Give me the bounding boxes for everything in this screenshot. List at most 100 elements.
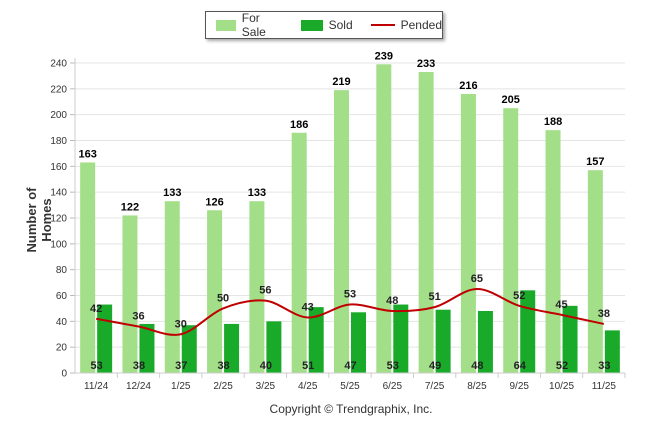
x-tick-label-10: 9/25 — [509, 381, 529, 392]
y-tick-label-160: 160 — [50, 162, 67, 173]
y-tick-label-180: 180 — [50, 136, 67, 147]
label-sold-11: 52 — [556, 360, 568, 372]
bar-sold-12[interactable] — [604, 330, 620, 373]
bar-sold-1[interactable] — [139, 323, 155, 373]
label-for-sale-8: 233 — [417, 58, 435, 70]
label-for-sale-0: 163 — [78, 148, 96, 160]
label-pended-6: 53 — [344, 289, 356, 301]
y-tick-label-100: 100 — [50, 239, 67, 250]
label-pended-4: 56 — [259, 285, 271, 297]
data-labels: 163 53 122 38 133 37 126 38 133 40 186 51 219 47 239 53… — [78, 50, 610, 372]
bar-sold-9[interactable] — [477, 311, 493, 373]
bar-for-sale-9[interactable] — [460, 94, 476, 373]
label-for-sale-10: 205 — [502, 94, 520, 106]
x-tick-label-7: 6/25 — [383, 381, 403, 392]
x-tick-label-9: 8/25 — [467, 381, 487, 392]
label-sold-10: 64 — [514, 360, 527, 372]
bar-sold-7[interactable] — [393, 304, 409, 373]
bar-sold-3[interactable] — [224, 323, 240, 373]
label-sold-9: 48 — [471, 360, 483, 372]
legend-item-for-sale[interactable]: For Sale — [216, 11, 283, 39]
grid-layer — [75, 62, 625, 374]
bar-for-sale-1[interactable] — [122, 215, 138, 373]
x-tick-label-12: 11/25 — [592, 381, 617, 392]
label-for-sale-2: 133 — [163, 187, 181, 199]
bar-sold-10[interactable] — [520, 290, 536, 373]
y-tick-label-40: 40 — [56, 317, 68, 328]
label-pended-10: 52 — [513, 290, 525, 302]
bar-for-sale-0[interactable] — [80, 162, 96, 373]
bar-for-sale-2[interactable] — [164, 201, 180, 373]
legend-swatch-sold — [300, 19, 323, 31]
x-tick-label-6: 5/25 — [340, 381, 360, 392]
label-pended-12: 38 — [598, 308, 610, 320]
label-pended-0: 42 — [90, 303, 102, 315]
legend-item-sold[interactable]: Sold — [300, 18, 353, 32]
label-for-sale-7: 239 — [375, 50, 393, 62]
label-sold-0: 53 — [91, 360, 103, 372]
y-tick-label-140: 140 — [50, 188, 67, 199]
label-for-sale-12: 157 — [586, 156, 604, 168]
bar-sold-6[interactable] — [351, 312, 366, 373]
bar-for-sale-10[interactable] — [503, 108, 519, 373]
y-axis-label: Number of Homes — [24, 187, 54, 253]
legend: For Sale Sold Pended — [205, 11, 443, 39]
y-tick-label-200: 200 — [50, 110, 67, 121]
label-for-sale-4: 133 — [248, 187, 266, 199]
bar-sold-11[interactable] — [562, 305, 578, 373]
y-tick-label-0: 0 — [61, 369, 67, 380]
y-tick-label-240: 240 — [50, 59, 67, 70]
legend-item-pended[interactable]: Pended — [370, 18, 442, 32]
bar-for-sale-11[interactable] — [545, 130, 561, 373]
label-for-sale-6: 219 — [332, 76, 350, 88]
label-pended-3: 50 — [217, 292, 229, 304]
label-pended-11: 45 — [555, 299, 567, 311]
bar-for-sale-7[interactable] — [376, 64, 392, 374]
bar-sold-8[interactable] — [435, 309, 451, 373]
axis-layer: 0 20 40 60 80 100 120 140 160 180 200 220 240 11/24 12… — [50, 58, 626, 392]
label-for-sale-11: 188 — [544, 116, 562, 128]
bar-sold-4[interactable] — [266, 321, 282, 373]
label-sold-4: 40 — [260, 360, 272, 372]
bar-for-sale-3[interactable] — [207, 210, 223, 373]
y-tick-label-120: 120 — [50, 214, 67, 225]
bar-sold-2[interactable] — [181, 325, 197, 373]
label-pended-9: 65 — [471, 273, 483, 285]
label-pended-7: 48 — [386, 295, 398, 307]
bar-for-sale-4[interactable] — [249, 201, 265, 373]
label-for-sale-3: 126 — [205, 196, 223, 208]
x-tick-label-2: 1/25 — [171, 381, 191, 392]
y-tick-label-20: 20 — [56, 343, 68, 354]
x-tick-label-3: 2/25 — [213, 381, 233, 392]
label-sold-8: 49 — [429, 360, 441, 372]
bar-for-sale-8[interactable] — [418, 72, 434, 374]
legend-swatch-pended — [370, 24, 395, 26]
y-tick-label-220: 220 — [50, 84, 67, 95]
label-for-sale-9: 216 — [459, 80, 477, 92]
x-tick-label-4: 3/25 — [256, 381, 276, 392]
label-sold-1: 38 — [133, 360, 145, 372]
bar-for-sale-6[interactable] — [334, 90, 349, 373]
legend-label-sold: Sold — [328, 18, 353, 32]
label-pended-1: 36 — [132, 311, 144, 323]
label-sold-7: 53 — [387, 360, 399, 372]
for-sale-bars — [80, 64, 603, 374]
bar-sold-5[interactable] — [308, 307, 324, 373]
bar-for-sale-12[interactable] — [587, 170, 603, 373]
label-sold-3: 38 — [217, 360, 229, 372]
label-pended-8: 51 — [428, 291, 440, 303]
y-tick-label-80: 80 — [56, 265, 68, 276]
label-sold-2: 37 — [175, 360, 187, 372]
label-for-sale-5: 186 — [290, 119, 308, 131]
x-tick-label-8: 7/25 — [425, 381, 445, 392]
label-sold-6: 47 — [344, 360, 356, 372]
bar-for-sale-5[interactable] — [291, 132, 307, 373]
pended-line-layer — [95, 288, 605, 336]
line-pended[interactable] — [95, 288, 605, 336]
legend-swatch-for-sale — [216, 19, 236, 31]
legend-label-pended: Pended — [400, 18, 442, 32]
x-tick-label-1: 12/24 — [126, 381, 151, 392]
sold-bars — [97, 290, 620, 373]
